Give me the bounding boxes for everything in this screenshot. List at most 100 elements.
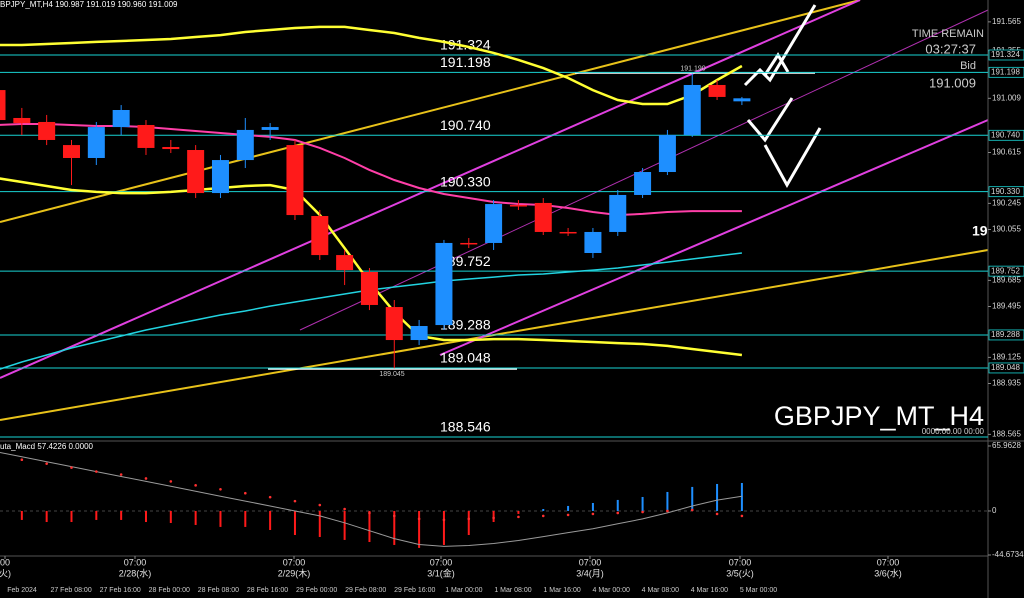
date-label: 3/1(金)	[427, 567, 455, 578]
macd-bar	[293, 510, 296, 536]
date-label: 2/28(水)	[119, 567, 152, 578]
level-label: 190.740	[440, 117, 491, 133]
candle-body	[187, 150, 205, 194]
candle-body	[261, 127, 279, 130]
macd-bar	[567, 505, 570, 511]
timestamp-label: 1 Mar 00:00	[445, 587, 482, 594]
clipped-label: 19	[972, 223, 988, 239]
macd-bar	[691, 486, 694, 511]
signal-dot	[244, 491, 247, 495]
candle-body	[13, 117, 31, 124]
level-tag	[988, 329, 1024, 341]
macd-bar	[393, 510, 396, 545]
timestamp: 0000.00.00 00:00	[922, 427, 985, 436]
signal-dot	[392, 514, 396, 518]
price-window: 191.565191.355191.009190.615190.245190.0…	[0, 17, 1024, 438]
candle-body	[708, 84, 726, 97]
timestamp-label: 28 Feb 16:00	[247, 587, 288, 594]
candle-body	[683, 84, 701, 136]
level-tag	[988, 49, 1024, 61]
candle-body	[286, 145, 304, 216]
signal-dot	[517, 515, 520, 519]
y-tick-label: 190.055	[992, 225, 1021, 234]
y-tick-label: 0	[992, 506, 997, 515]
time-remain-label: TIME REMAIN	[912, 28, 984, 40]
timestamp-label: 1 Mar 08:00	[494, 587, 531, 594]
candle-body	[336, 255, 354, 271]
candle-body	[534, 202, 552, 232]
level-tag-label: 190.740	[991, 130, 1020, 139]
level-label: 189.288	[440, 317, 491, 333]
macd-window: 65.9628 0 -44.6734	[0, 441, 1024, 559]
macd-bar	[591, 502, 594, 511]
signal-dot	[70, 466, 73, 469]
candle-body	[385, 307, 403, 341]
signal-dot	[715, 512, 719, 516]
arrow	[763, 127, 822, 189]
time-remain: 03:27:37	[925, 41, 976, 56]
macd-bar	[492, 510, 495, 523]
level-tag	[988, 66, 1024, 78]
macd-bar	[517, 510, 520, 514]
time-label: 07:00	[283, 557, 306, 567]
macd-bar	[740, 482, 743, 511]
candle-body	[509, 205, 527, 207]
signal-dot	[144, 477, 148, 480]
signal-dot	[20, 458, 24, 462]
level-label: 189.752	[440, 253, 491, 269]
signal-dot	[666, 509, 669, 513]
channel-line	[439, 119, 989, 356]
y-tick-label: 188.565	[992, 429, 1021, 438]
arrow	[743, 4, 817, 87]
candle-body	[162, 146, 180, 150]
signal-dot	[591, 512, 595, 516]
macd-bar	[20, 510, 23, 520]
time-axis: 00火)07:002/28(水)07:002/29(木)07:003/1(金)0…	[0, 556, 902, 594]
macd-bar	[442, 510, 445, 545]
channel-line	[299, 9, 989, 331]
macd-bar	[45, 510, 48, 523]
signal-dot	[194, 484, 197, 487]
time-label: 07:00	[124, 557, 147, 567]
signal-dot	[119, 473, 123, 476]
macd-bar	[95, 510, 98, 520]
candle-body	[435, 242, 453, 326]
timestamp-label: 29 Feb 00:00	[296, 587, 337, 594]
signal-dot	[343, 507, 346, 511]
level-tag	[988, 265, 1024, 277]
trend-line	[0, 0, 861, 223]
candle-body	[62, 145, 80, 158]
signal-dot	[293, 499, 297, 503]
macd-bar	[418, 510, 421, 548]
indicator-line	[0, 25, 743, 106]
y-tick-label: -44.6734	[992, 550, 1024, 559]
timestamp-label: 27 Feb 08:00	[50, 587, 91, 594]
macd-bar	[542, 509, 545, 511]
level-tag	[988, 186, 1024, 198]
timestamp-label: 27 Feb 16:00	[100, 587, 141, 594]
macd-bar	[318, 510, 321, 537]
time-label: 07:00	[579, 557, 602, 567]
signal-dot	[616, 511, 620, 515]
date-label: 3/6(水)	[874, 567, 902, 578]
macd-bar	[144, 510, 147, 523]
date-label: 2/29(木)	[278, 567, 311, 578]
macd-bar	[616, 499, 619, 511]
price-annotation: 189.045	[379, 371, 404, 378]
macd-bar	[244, 510, 247, 527]
arrow	[746, 97, 794, 143]
y-tick-label: 191.009	[992, 93, 1021, 102]
signal-dot	[566, 513, 570, 517]
macd-bar	[194, 510, 197, 525]
date-label: 3/4(月)	[576, 568, 604, 578]
candle-body	[360, 271, 378, 305]
timestamp-label: Feb 2024	[7, 587, 37, 594]
y-tick-label: 189.495	[992, 302, 1021, 311]
watermark: GBPJPY_MT_H4	[774, 401, 984, 431]
signal-dot	[268, 495, 272, 499]
candle-body	[38, 121, 56, 140]
date-label: 火)	[0, 568, 11, 578]
bid-label: Bid	[960, 60, 976, 72]
timestamp-label: 5 Mar 00:00	[740, 587, 777, 594]
timestamp-label: 28 Feb 00:00	[149, 587, 190, 594]
